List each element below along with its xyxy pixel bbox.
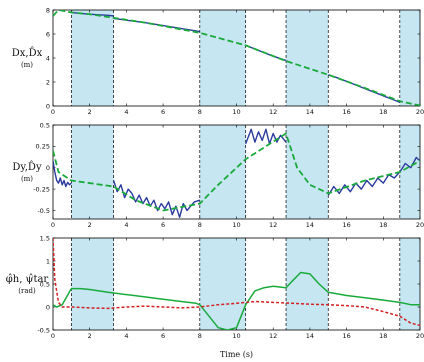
- x-tick-label: 18: [379, 332, 387, 340]
- shaded-interval: [199, 238, 246, 330]
- x-tick-label: 14: [306, 221, 314, 229]
- shaded-interval: [199, 10, 246, 106]
- x-tick-label: 4: [124, 221, 128, 229]
- x-tick-label: 2: [88, 221, 92, 229]
- x-tick-label: 10: [232, 221, 240, 229]
- y-tick-label: -0.5: [37, 207, 50, 215]
- y-tick-label: -0.5: [37, 326, 50, 334]
- x-tick-label: 10: [232, 108, 240, 116]
- shaded-interval: [71, 125, 114, 219]
- y-tick-label: 1.5: [40, 234, 50, 242]
- x-tick-label: 14: [306, 332, 314, 340]
- shaded-interval: [399, 238, 420, 330]
- x-tick-label: 0: [51, 332, 55, 340]
- x-tick-label: 16: [342, 332, 350, 340]
- shaded-interval: [286, 238, 329, 330]
- x-tick-label: 16: [342, 108, 350, 116]
- shaded-interval: [286, 125, 329, 219]
- x-tick-label: 4: [124, 108, 128, 116]
- x-axis-label: Time (s): [220, 350, 253, 359]
- y-tick-label: 2: [46, 78, 50, 86]
- x-tick-label: 14: [306, 108, 314, 116]
- y-tick-label: 0: [46, 102, 50, 110]
- y-tick-label: 0: [46, 303, 50, 311]
- panel-middle-dy: 0 2 4 6 8 10 12 14 16 18 20 -0.5 -0.25 0 0.25 0.5 Dy,D̂y…: [12, 121, 424, 229]
- measured-line: [399, 156, 420, 173]
- shaded-interval: [71, 238, 114, 330]
- target-line: [53, 238, 420, 327]
- y-axis-label: φ̂h, ψ̂tar: [6, 274, 49, 285]
- x-tick-label: 8: [198, 221, 202, 229]
- y-tick-label: 4: [46, 54, 50, 62]
- x-tick-label: 6: [161, 332, 165, 340]
- y-tick-label: 0.25: [36, 143, 50, 151]
- y-axis-unit: (m): [21, 61, 33, 69]
- estimate-line: [53, 10, 420, 106]
- panel-top-dx: 0 2 4 6 8 10 12 14 16 18 20 0 2 4 6 8 Dx,D̂x (m): [12, 6, 424, 116]
- x-tick-label: 18: [379, 108, 387, 116]
- x-tick-label: 18: [379, 221, 387, 229]
- x-tick-label: 0: [51, 108, 55, 116]
- shaded-interval: [199, 125, 246, 219]
- x-tick-label: 20: [416, 332, 424, 340]
- estimate-line: [53, 132, 420, 212]
- series-group: [53, 10, 420, 106]
- measured-line: [53, 160, 72, 188]
- x-tick-label: 6: [161, 108, 165, 116]
- shaded-interval: [286, 10, 329, 106]
- measured-line: [112, 180, 201, 219]
- x-tick-label: 4: [124, 332, 128, 340]
- shaded-interval: [399, 10, 420, 106]
- measured-line: [245, 128, 287, 145]
- measured-line: [327, 171, 401, 196]
- x-tick-label: 6: [161, 221, 165, 229]
- y-tick-label: 8: [46, 6, 50, 14]
- y-axis-label: Dy,D̂y: [12, 161, 42, 173]
- shaded-interval: [71, 10, 114, 106]
- x-tick-label: 20: [416, 221, 424, 229]
- x-tick-label: 12: [269, 108, 277, 116]
- series-group: [53, 238, 420, 330]
- y-tick-label: -0.25: [33, 185, 50, 193]
- x-tick-label: 2: [88, 332, 92, 340]
- series-group: [53, 128, 420, 219]
- x-tick-label: 0: [51, 221, 55, 229]
- y-axis-label: Dx,D̂x: [12, 47, 43, 59]
- x-tick-label: 8: [198, 332, 202, 340]
- x-tick-label: 2: [88, 108, 92, 116]
- y-tick-label: 1: [46, 257, 50, 265]
- x-tick-label: 12: [269, 221, 277, 229]
- estimate-line: [53, 271, 420, 330]
- y-axis-unit: (m): [21, 175, 33, 183]
- shaded-interval: [399, 125, 420, 219]
- y-tick-label: 0.5: [40, 280, 50, 288]
- panel-bottom-heading: 0 2 4 6 8 10 12 14 16 18 20-0.500.511.5φ̂h, ψ̂tar(…: [6, 234, 424, 359]
- x-tick-label: 16: [342, 221, 350, 229]
- y-tick-label: 6: [46, 30, 50, 38]
- y-axis-unit: (rad): [18, 287, 36, 295]
- y-tick-label: 0.5: [40, 121, 50, 129]
- x-tick-label: 12: [269, 332, 277, 340]
- x-tick-label: 10: [232, 332, 240, 340]
- x-tick-label: 8: [198, 108, 202, 116]
- x-tick-label: 20: [416, 108, 424, 116]
- y-tick-label: 0: [46, 164, 50, 172]
